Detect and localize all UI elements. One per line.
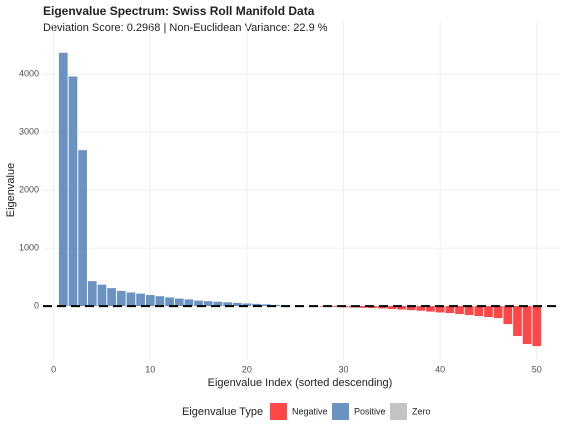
chart-subtitle: Deviation Score: 0.2968 | Non-Euclidean … bbox=[43, 22, 328, 34]
y-tick-label: 3000 bbox=[19, 127, 39, 137]
y-axis-label: Eigenvalue bbox=[5, 163, 17, 217]
bar bbox=[78, 150, 87, 307]
bar bbox=[329, 306, 339, 307]
x-tick-label: 20 bbox=[242, 364, 252, 374]
x-axis-label: Eigenvalue Index (sorted descending) bbox=[208, 377, 393, 389]
bar bbox=[426, 306, 435, 312]
bar bbox=[165, 297, 174, 307]
bar bbox=[194, 300, 203, 307]
x-tick-label: 10 bbox=[145, 364, 155, 374]
legend-title: Eigenvalue Type bbox=[182, 406, 263, 418]
bar bbox=[242, 303, 252, 307]
bar bbox=[377, 306, 387, 309]
bar bbox=[445, 306, 455, 314]
legend-label: Zero bbox=[412, 406, 431, 416]
bar bbox=[464, 306, 474, 316]
bar bbox=[522, 306, 532, 345]
chart-title: Eigenvalue Spectrum: Swiss Roll Manifold… bbox=[43, 4, 315, 18]
legend-label: Negative bbox=[292, 406, 328, 416]
y-tick-label: 0 bbox=[34, 300, 39, 310]
bar bbox=[184, 299, 194, 307]
bar bbox=[203, 301, 213, 307]
bar bbox=[213, 301, 223, 307]
bar bbox=[493, 306, 503, 319]
bar bbox=[107, 288, 116, 307]
bar bbox=[503, 306, 513, 325]
bar bbox=[174, 298, 184, 307]
x-tick-label: 30 bbox=[339, 364, 349, 374]
x-tick-label: 50 bbox=[532, 364, 542, 374]
legend-key bbox=[270, 403, 287, 420]
bar bbox=[155, 296, 165, 307]
x-tick-label: 40 bbox=[435, 364, 445, 374]
y-tick-label: 4000 bbox=[19, 69, 39, 79]
bar bbox=[397, 306, 406, 310]
bar bbox=[406, 306, 416, 311]
bar bbox=[435, 306, 445, 313]
x-tick-label: 0 bbox=[51, 364, 56, 374]
bar bbox=[97, 284, 107, 307]
bar bbox=[223, 302, 232, 307]
bar bbox=[116, 291, 126, 307]
bar bbox=[368, 306, 377, 309]
y-tick-label: 2000 bbox=[19, 185, 39, 195]
bar bbox=[87, 281, 97, 307]
y-tick-label: 1000 bbox=[19, 242, 39, 252]
legend-label: Positive bbox=[354, 406, 386, 416]
bar bbox=[58, 52, 68, 307]
bar bbox=[513, 306, 522, 337]
bar bbox=[126, 292, 136, 307]
bar bbox=[416, 306, 426, 311]
bar bbox=[252, 303, 261, 307]
bar bbox=[261, 304, 271, 307]
legend-key bbox=[332, 403, 349, 420]
bar bbox=[387, 306, 397, 309]
bar bbox=[532, 306, 542, 347]
bar bbox=[358, 306, 368, 308]
bar bbox=[455, 306, 464, 315]
bar bbox=[484, 306, 493, 318]
plot bbox=[43, 22, 560, 360]
bar bbox=[474, 306, 484, 317]
bar bbox=[68, 76, 78, 307]
bar bbox=[136, 293, 145, 307]
legend-key bbox=[390, 403, 407, 420]
bar bbox=[145, 295, 155, 307]
bar bbox=[232, 302, 242, 307]
